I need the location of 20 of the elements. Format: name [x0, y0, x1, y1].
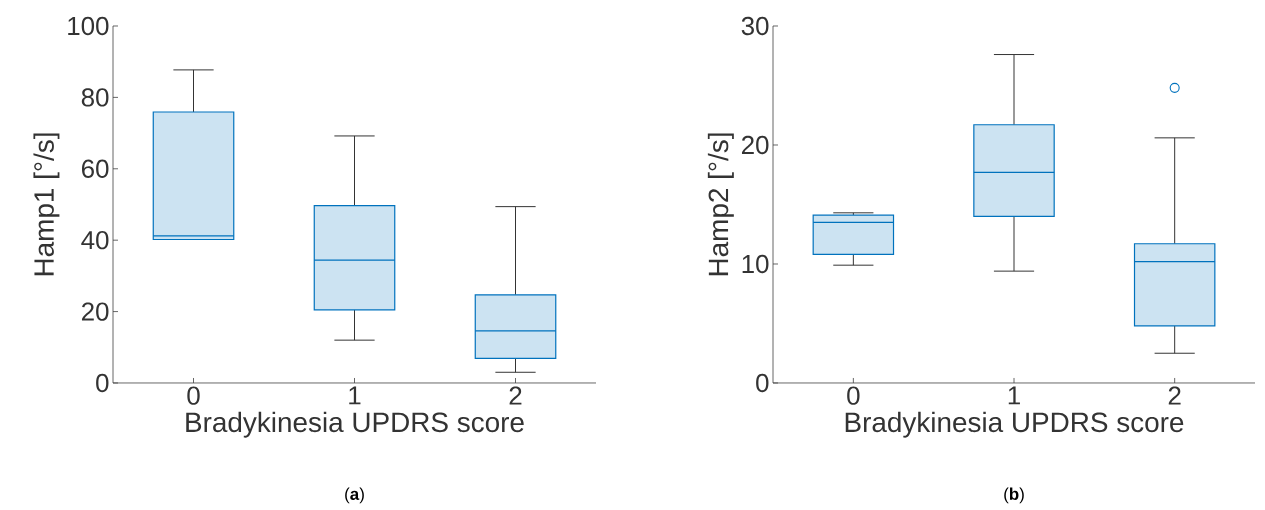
x-tick-label: 1: [1008, 386, 1020, 405]
y-tick-label: 20: [81, 302, 109, 321]
y-axis-title: Hamp2 [°/s]: [707, 133, 734, 276]
y-tick-label: 30: [741, 16, 769, 36]
y-tick-label: 40: [81, 231, 109, 250]
y-tick-label: 80: [81, 88, 109, 107]
x-axis-title: Bradykinesia UPDRS score: [845, 411, 1184, 438]
y-tick-label: 60: [81, 159, 109, 178]
y-tick-label: 100: [68, 16, 109, 36]
x-tick-label: 0: [187, 386, 200, 405]
x-axis-title: Bradykinesia UPDRS score: [186, 411, 524, 438]
y-tick-label: 10: [742, 254, 769, 274]
x-tick-label: 2: [509, 386, 522, 405]
text: (a): [345, 487, 364, 504]
y-axis-title: Hamp1 [°/s]: [33, 133, 60, 276]
y-tick-label: 20: [741, 135, 769, 155]
x-tick-label: 1: [349, 386, 361, 405]
text: (b): [1004, 487, 1024, 504]
x-tick-label: 0: [847, 386, 860, 405]
x-tick-label: 2: [1168, 386, 1181, 405]
